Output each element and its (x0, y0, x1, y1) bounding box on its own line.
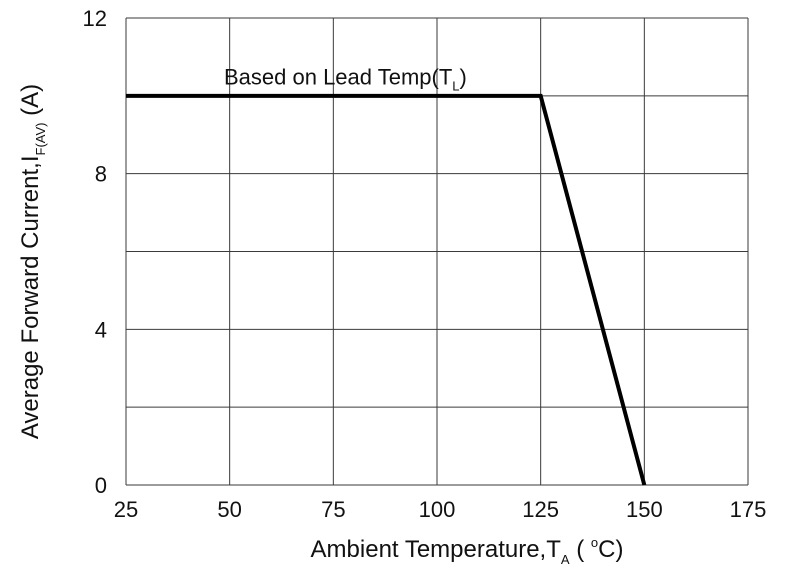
y-tick-label: 4 (95, 317, 107, 342)
y-tick-label: 0 (95, 473, 107, 498)
x-tick-label: 100 (419, 497, 456, 522)
series-layer (126, 96, 644, 485)
x-tick-label: 175 (730, 497, 767, 522)
annotation-lead-temp: Based on Lead Temp(TL) (224, 64, 467, 93)
y-tick-label: 8 (95, 162, 107, 187)
series-line-0 (126, 96, 644, 485)
y-axis-subscript: F(AV) (33, 123, 48, 156)
x-axis-title: Ambient Temperature,TA ( oC) (311, 535, 624, 567)
degree-symbol: o (591, 535, 598, 550)
x-axis-subscript: A (561, 552, 570, 567)
x-tick-label: 75 (321, 497, 345, 522)
x-tick-label: 125 (522, 497, 559, 522)
y-tick-label: 12 (83, 6, 107, 31)
annotation-subscript: L (452, 78, 459, 93)
x-tick-label: 25 (114, 497, 138, 522)
y-axis-title: Average Forward Current,IF(AV) (A) (17, 84, 48, 439)
x-tick-label: 50 (217, 497, 241, 522)
x-tick-label: 150 (626, 497, 663, 522)
